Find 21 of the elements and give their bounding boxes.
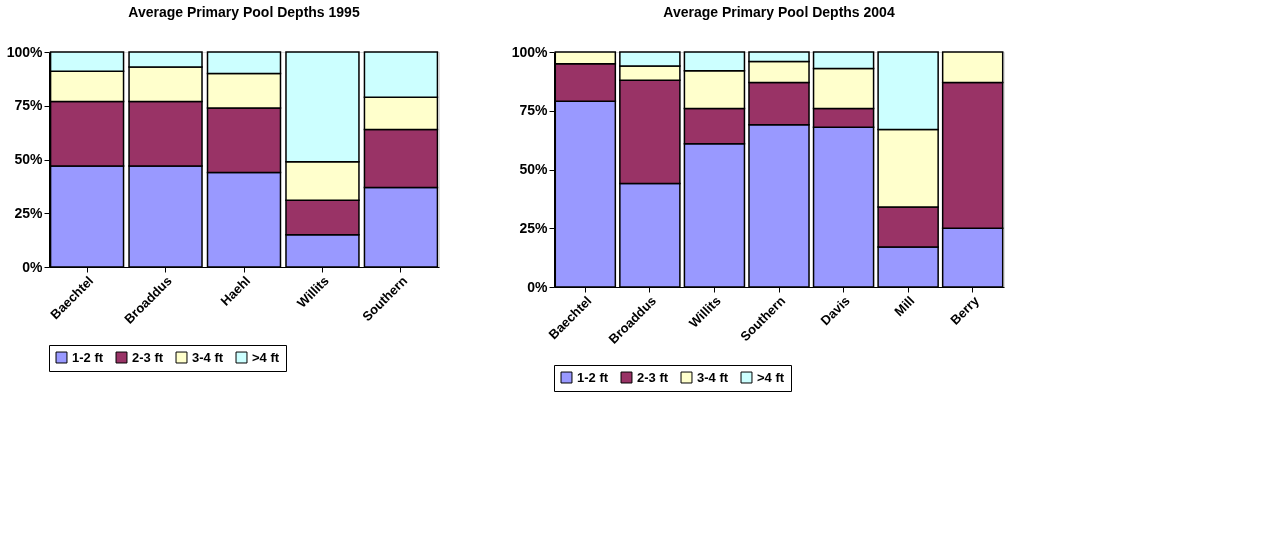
legend-label: 1-2 ft <box>72 349 104 365</box>
legend-label: 2-3 ft <box>637 369 669 385</box>
legend-label: >4 ft <box>252 349 280 365</box>
legend-label: 1-2 ft <box>577 369 609 385</box>
y-tick-label: 25% <box>14 204 44 221</box>
y-tick-label: 0% <box>527 278 549 295</box>
y-tick-label: 50% <box>14 151 44 167</box>
chart-title: Average Primary Pool Depths 2004 <box>663 4 895 20</box>
y-tick-label: 75% <box>519 102 549 119</box>
y-tick-label: 75% <box>14 97 44 114</box>
legend-label: >4 ft <box>757 369 785 385</box>
legend-label: 3-4 ft <box>192 349 224 365</box>
y-tick-label: 100% <box>511 43 549 60</box>
legend-label: 3-4 ft <box>697 369 729 385</box>
y-tick-label: 25% <box>519 219 549 236</box>
y-tick-label: 0% <box>22 258 44 275</box>
chart-title: Average Primary Pool Depths 1995 <box>128 4 360 20</box>
legend-label: 2-3 ft <box>132 349 164 365</box>
x-tick-label: Mill <box>891 293 918 320</box>
y-tick-label: 100% <box>6 43 44 60</box>
y-tick-label: 50% <box>519 161 549 177</box>
